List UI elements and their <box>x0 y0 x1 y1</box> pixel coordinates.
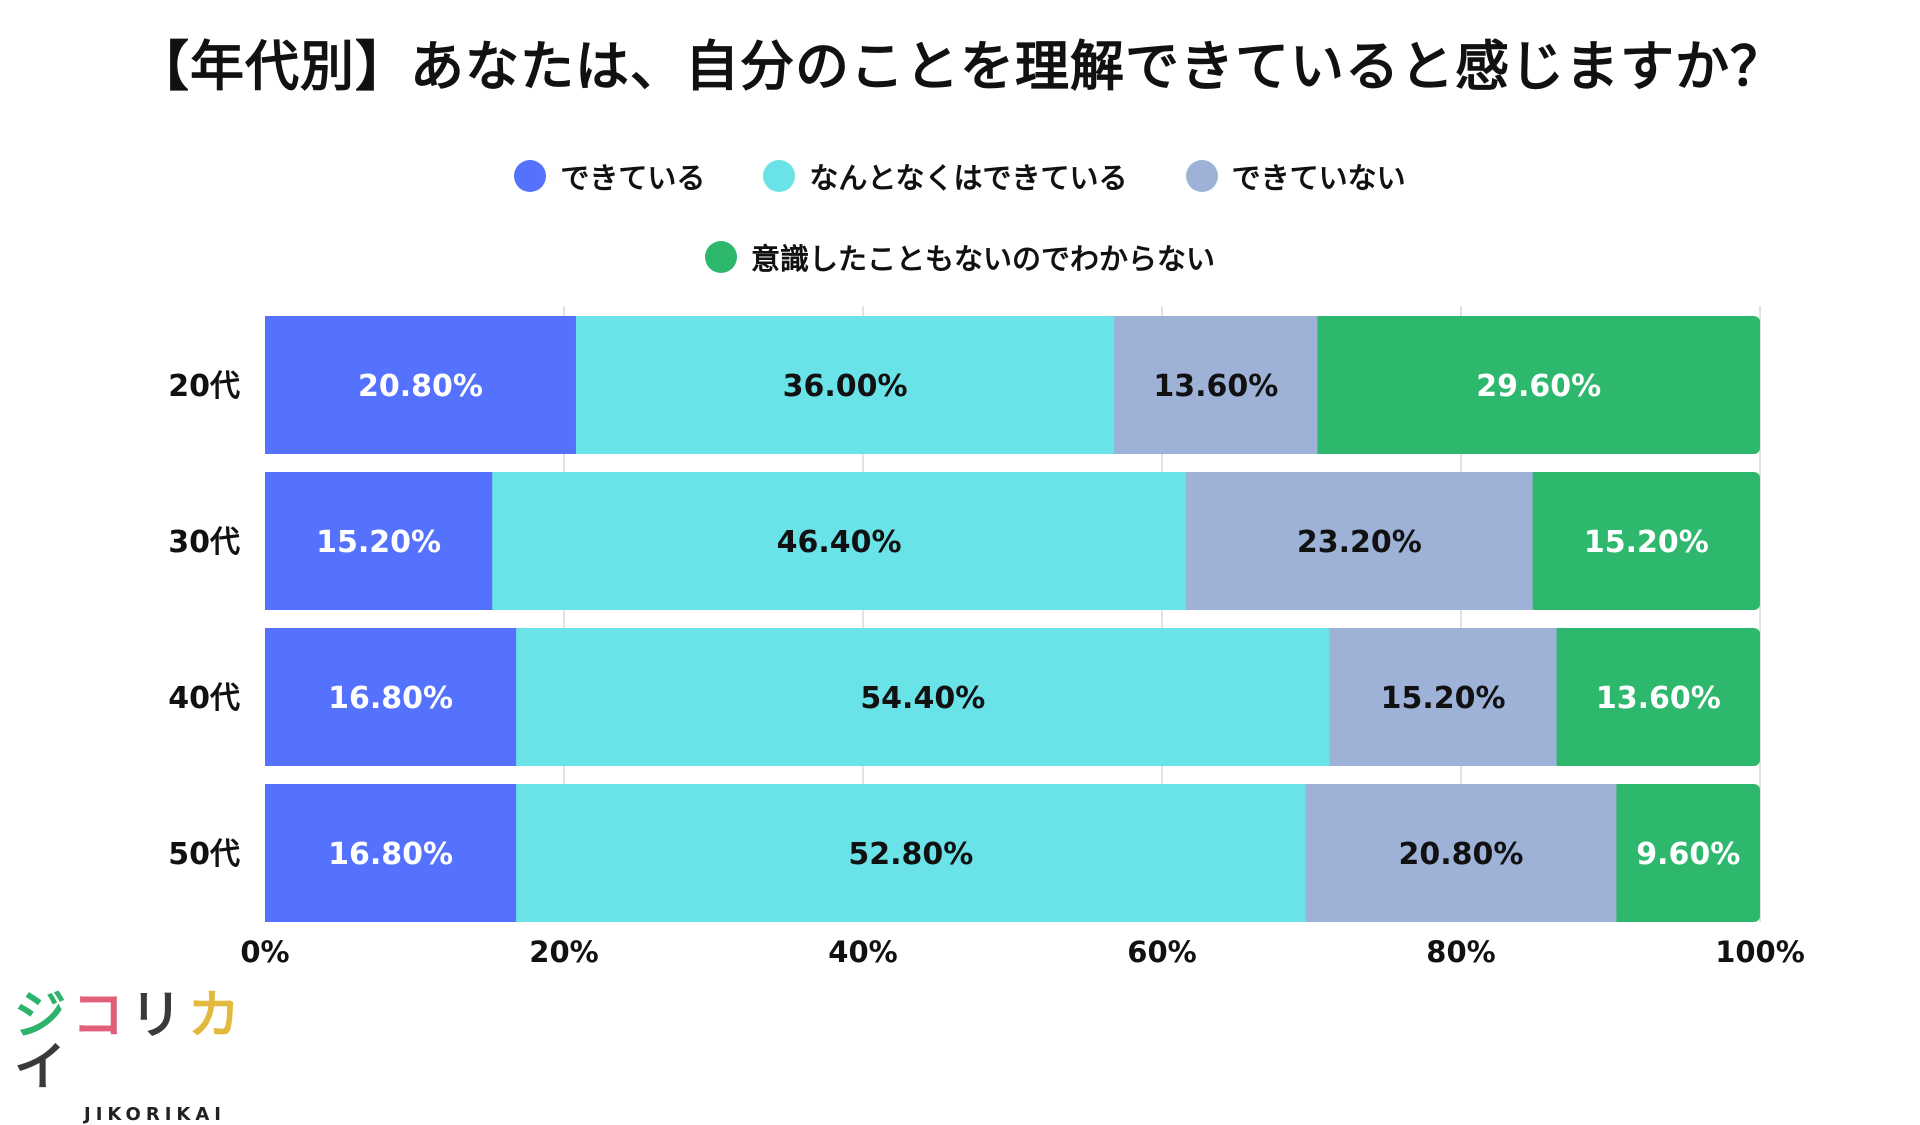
category-label-3: 40代 <box>168 681 240 716</box>
legend-item-wakaranai: 意識したこともないのでわからない <box>704 236 1215 278</box>
logo: ジコリカイ JIKORIKAI <box>14 990 304 1125</box>
data-label-3-1: 16.80% <box>328 681 453 716</box>
data-label-4-4: 9.60% <box>1636 837 1740 872</box>
data-label-2-1: 15.20% <box>316 525 441 560</box>
legend-swatch-dekiteiru <box>514 160 547 192</box>
data-label-2-3: 23.20% <box>1297 525 1422 560</box>
bar-segment-fill-2-4 <box>1532 472 1545 610</box>
data-label-4-2: 52.80% <box>848 837 973 872</box>
bar-segment-4-1 <box>265 784 517 922</box>
bar-segment-1-4 <box>1317 316 1760 454</box>
category-label-4: 50代 <box>168 837 240 872</box>
bar-segment-3-3 <box>1329 628 1558 766</box>
bar-segment-2-4 <box>1532 472 1760 610</box>
legend-swatch-dekiteinai <box>1185 160 1218 192</box>
data-label-3-3: 15.20% <box>1381 681 1506 716</box>
x-tick-label-0: 0% <box>240 935 289 969</box>
data-label-3-2: 54.40% <box>860 681 985 716</box>
logo-mark: ジコリカイ <box>14 990 304 1094</box>
bar-segment-3-2 <box>516 628 1330 766</box>
data-label-1-2: 36.00% <box>783 369 908 404</box>
data-label-4-1: 16.80% <box>328 837 453 872</box>
legend-item-dekiteinai: できていない <box>1185 155 1406 197</box>
category-label-1: 20代 <box>168 369 240 404</box>
legend-label-nantonaku: なんとなくはできている <box>809 161 1128 195</box>
logo-sub: JIKORIKAI <box>84 1104 226 1125</box>
logo-char-3: リ <box>130 986 189 1046</box>
legend-item-nantonaku: なんとなくはできている <box>763 155 1128 197</box>
legend-label-dekiteinai: できていない <box>1231 161 1406 195</box>
bar-segment-fill-3-4 <box>1556 628 1569 766</box>
bar-segment-fill-4-4 <box>1616 784 1629 922</box>
x-tick-label-60: 60% <box>1127 935 1196 969</box>
bar-segment-2-1 <box>265 472 493 610</box>
logo-char-2: コ <box>72 986 131 1046</box>
bar-segment-3-1 <box>265 628 517 766</box>
stacked-bar-chart: 20代 20.80% 36.00% 13.60% 29.60% 30代 15.20% 46.4… <box>168 306 1805 969</box>
data-label-2-4: 15.20% <box>1584 525 1709 560</box>
legend-row-2: 意識したこともないのでわからない <box>0 236 1920 278</box>
data-label-1-4: 29.60% <box>1476 369 1601 404</box>
data-label-3-4: 13.60% <box>1596 681 1721 716</box>
legend-label-dekiteiru: できている <box>560 161 706 195</box>
bar-segment-2-2 <box>492 472 1187 610</box>
bar-segment-1-2 <box>575 316 1115 454</box>
bar-segment-4-4 <box>1616 784 1760 922</box>
logo-char-4: カ <box>188 986 247 1046</box>
legend-swatch-wakaranai <box>704 241 737 273</box>
x-tick-label-100: 100% <box>1715 935 1805 969</box>
data-label-2-2: 46.40% <box>777 525 902 560</box>
legend-swatch-nantonaku <box>763 160 796 192</box>
bar-segment-4-2 <box>516 784 1307 922</box>
bar-segment-1-3 <box>1114 316 1318 454</box>
chart-title: 【年代別】あなたは、自分のことを理解できていると感じますか？ <box>135 35 1785 98</box>
bar-segment-3-4 <box>1556 628 1760 766</box>
bar-segment-2-3 <box>1185 472 1534 610</box>
x-tick-label-40: 40% <box>828 935 897 969</box>
logo-char-1: ジ <box>14 986 73 1046</box>
bar-segment-1-1 <box>265 316 577 454</box>
legend-label-wakaranai: 意識したこともないのでわからない <box>750 242 1215 276</box>
logo-char-5: イ <box>14 1038 73 1098</box>
data-label-1-1: 20.80% <box>358 369 483 404</box>
category-label-2: 30代 <box>168 525 240 560</box>
legend-item-dekiteiru: できている <box>514 155 705 197</box>
data-label-1-3: 13.60% <box>1153 369 1278 404</box>
legend-row-1: できている なんとなくはできている できていない <box>0 155 1920 197</box>
bar-segment-fill-1-4 <box>1317 316 1330 454</box>
data-label-4-3: 20.80% <box>1399 837 1524 872</box>
bar-segment-4-3 <box>1305 784 1617 922</box>
x-tick-label-80: 80% <box>1426 935 1495 969</box>
x-tick-label-20: 20% <box>529 935 598 969</box>
